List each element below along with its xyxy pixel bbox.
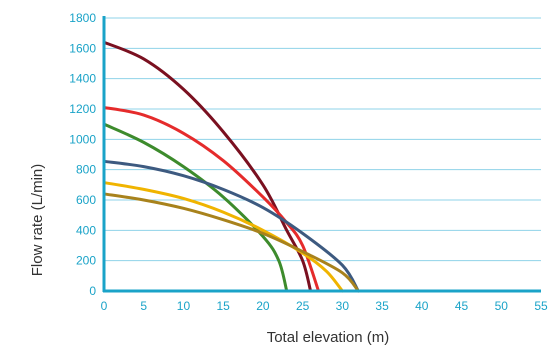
y-tick-label-1400: 1400 bbox=[69, 72, 96, 86]
x-tick-label-35: 35 bbox=[375, 299, 389, 313]
series-line-4 bbox=[102, 159, 360, 293]
series-line-5 bbox=[102, 181, 344, 293]
y-tick-label-800: 800 bbox=[76, 163, 96, 177]
x-tick-label-0: 0 bbox=[101, 299, 108, 313]
x-tick-label-10: 10 bbox=[177, 299, 191, 313]
x-tick-label-55: 55 bbox=[534, 299, 548, 313]
x-axis-title: Total elevation (m) bbox=[267, 329, 390, 346]
x-tick-label-5: 5 bbox=[140, 299, 147, 313]
y-tick-labels: 0 200 400 600 800 1000 1200 1400 1600 1800 bbox=[69, 11, 96, 298]
x-tick-label-25: 25 bbox=[296, 299, 310, 313]
x-tick-label-20: 20 bbox=[256, 299, 270, 313]
y-tick-label-200: 200 bbox=[76, 254, 96, 268]
series-line-6 bbox=[102, 192, 360, 293]
axes bbox=[102, 16, 541, 293]
series-line-2 bbox=[102, 105, 321, 293]
x-tick-label-30: 30 bbox=[336, 299, 350, 313]
y-axis-title: Flow rate (L/min) bbox=[29, 164, 46, 277]
y-tick-label-1200: 1200 bbox=[69, 102, 96, 116]
x-tick-label-15: 15 bbox=[217, 299, 231, 313]
x-tick-label-50: 50 bbox=[495, 299, 509, 313]
x-tick-labels: 0 5 10 15 20 25 30 35 40 45 50 55 bbox=[101, 299, 548, 313]
series-line-1 bbox=[102, 40, 313, 293]
y-tick-label-600: 600 bbox=[76, 193, 96, 207]
x-tick-label-45: 45 bbox=[455, 299, 469, 313]
y-tick-label-1600: 1600 bbox=[69, 41, 96, 55]
x-tick-label-40: 40 bbox=[415, 299, 429, 313]
grid-lines bbox=[104, 17, 541, 262]
series-lines bbox=[102, 40, 360, 293]
series-line-3 bbox=[102, 122, 289, 293]
y-tick-label-400: 400 bbox=[76, 223, 96, 237]
y-tick-label-1000: 1000 bbox=[69, 132, 96, 146]
y-tick-label-0: 0 bbox=[89, 284, 96, 298]
y-tick-label-1800: 1800 bbox=[69, 11, 96, 25]
